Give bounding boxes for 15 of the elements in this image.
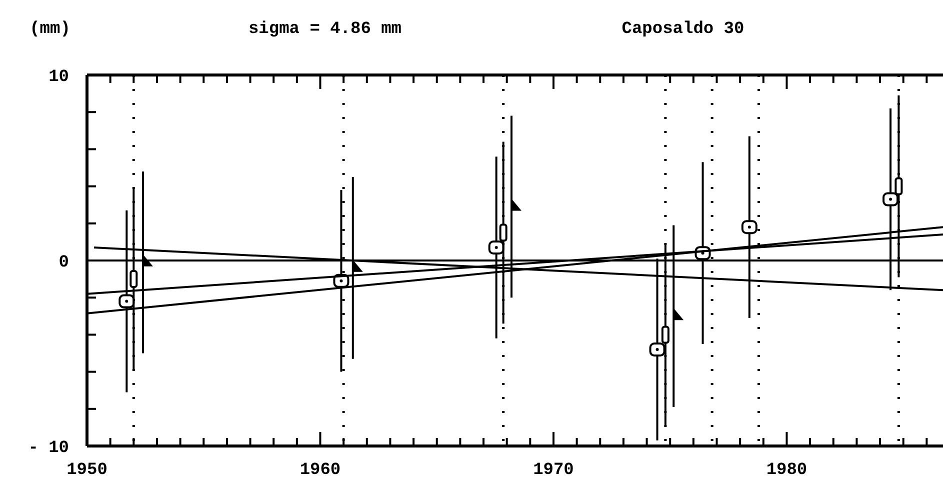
- y-tick-label: 10: [48, 68, 69, 87]
- chart-title: Caposaldo 30: [622, 20, 744, 39]
- point: [741, 220, 758, 234]
- y-tick-label: - 10: [28, 438, 69, 458]
- point: [488, 240, 504, 255]
- point: [649, 342, 666, 357]
- y-axis-title: (mm): [30, 20, 70, 39]
- point: [882, 192, 899, 206]
- x-tick-label: 1950: [66, 461, 108, 480]
- chart-subtitle: sigma = 4.86 mm: [248, 20, 402, 39]
- x-tick-label: 1980: [766, 461, 808, 480]
- x-tick-label: 1960: [300, 461, 341, 480]
- x-tick-label: 1970: [533, 461, 574, 480]
- y-tick-label: 0: [58, 253, 69, 272]
- point: [118, 294, 135, 308]
